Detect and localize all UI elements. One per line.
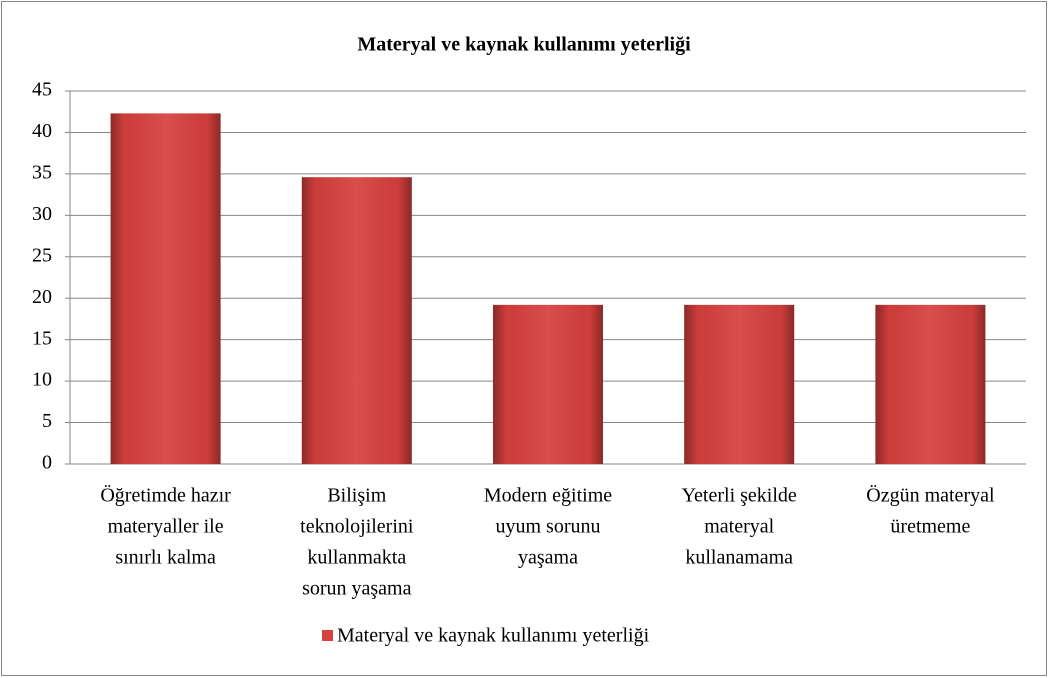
y-tick-label: 30 [32, 203, 52, 225]
x-tick-label: Özgün materyal [866, 484, 995, 507]
y-tick-label: 45 [32, 79, 52, 101]
x-tick-label: kullanmakta [307, 547, 406, 569]
y-tick-label: 20 [32, 286, 52, 308]
x-tick-label: materyaller ile [108, 516, 224, 538]
y-tick-label: 35 [32, 161, 52, 183]
y-tick-label: 25 [32, 244, 52, 266]
x-tick-label: uyum sorunu [496, 516, 601, 538]
x-tick-label: Yeterli şekilde [682, 485, 797, 507]
y-tick-label: 5 [42, 410, 52, 432]
x-tick-label: sorun yaşama [302, 578, 412, 600]
bar-shade [684, 304, 795, 464]
chart-title: Materyal ve kaynak kullanımı yeterliği [357, 34, 691, 56]
x-tick-label: Bilişim [327, 485, 386, 507]
x-tick-label: sınırlı kalma [115, 547, 216, 569]
y-tick-label: 15 [32, 327, 52, 349]
legend-swatch [322, 630, 333, 641]
x-tick-label: kullanamama [685, 547, 793, 569]
bar-shade [493, 304, 603, 464]
x-tick-label: Öğretimde hazır [100, 484, 231, 507]
y-tick-label: 40 [32, 120, 52, 142]
bar-shade [875, 304, 986, 464]
y-tick-label: 0 [42, 452, 52, 474]
bar-shade [301, 177, 412, 464]
y-tick-label: 10 [32, 369, 52, 391]
x-tick-label: teknolojilerini [300, 516, 414, 538]
x-tick-label: yaşama [518, 547, 578, 569]
x-tick-label: üretmeme [890, 516, 970, 538]
legend-label: Materyal ve kaynak kullanımı yeterliği [337, 625, 650, 647]
bar-shade [110, 113, 221, 464]
x-tick-label: Modern eğitime [484, 485, 612, 507]
x-tick-label: materyal [704, 516, 774, 538]
